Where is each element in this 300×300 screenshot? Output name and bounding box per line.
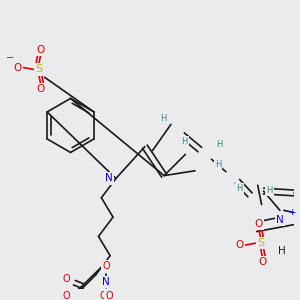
Text: H: H <box>278 246 286 256</box>
Text: H: H <box>160 114 166 123</box>
Text: +: + <box>288 208 295 217</box>
Text: S: S <box>35 64 42 74</box>
Text: O: O <box>235 240 244 250</box>
Text: O: O <box>63 291 70 300</box>
Text: O: O <box>37 45 45 55</box>
Text: S: S <box>257 238 264 248</box>
Text: O: O <box>105 291 113 300</box>
Text: O: O <box>255 219 263 229</box>
Text: N: N <box>102 277 110 287</box>
Text: O: O <box>63 274 70 284</box>
Text: −: − <box>6 53 14 63</box>
Text: H: H <box>236 184 243 193</box>
Text: O: O <box>258 257 267 267</box>
Text: H: H <box>266 186 272 195</box>
Text: O: O <box>37 84 45 94</box>
Text: N: N <box>105 173 113 184</box>
Text: O: O <box>13 62 22 73</box>
Text: O: O <box>100 291 107 300</box>
Text: O: O <box>102 261 110 271</box>
Text: N: N <box>276 215 284 225</box>
Text: H: H <box>181 137 188 146</box>
Text: H: H <box>216 140 222 149</box>
Text: H: H <box>215 160 221 169</box>
